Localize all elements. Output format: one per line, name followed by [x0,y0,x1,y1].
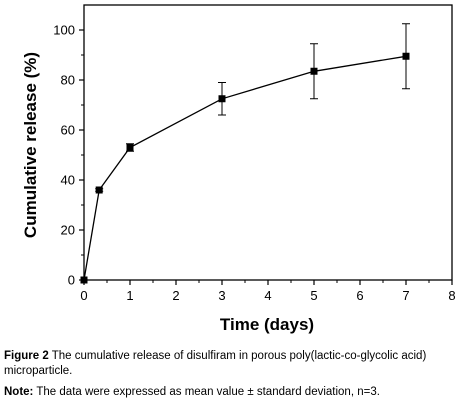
data-point [218,95,226,103]
y-tick-label: 60 [61,123,75,138]
data-point [310,67,318,75]
x-tick-label: 1 [126,288,133,303]
data-point [80,276,88,284]
x-tick-label: 2 [172,288,179,303]
y-tick-label: 40 [61,173,75,188]
release-chart: 0 1 2 3 4 5 6 7 8 0 20 40 60 80 100 Time (days) Cumul… [21,4,456,334]
y-axis-title: Cumulative release (%) [21,52,40,238]
x-tick-label: 4 [264,288,271,303]
note-label: Note: [4,386,34,398]
x-tick-label: 7 [402,288,409,303]
data-point [126,144,134,151]
data-point [402,52,410,60]
x-tick-label: 5 [310,288,317,303]
y-tick-label: 0 [68,273,75,288]
x-tick-label: 0 [80,288,87,303]
x-axis-ticks: 0 1 2 3 4 5 6 7 8 [80,280,456,303]
data-series [80,23,410,284]
data-point [95,186,103,194]
figure-caption-text: The cumulative release of disulfiram in … [4,350,427,377]
x-tick-label: 3 [218,288,225,303]
y-tick-label: 80 [61,73,75,88]
x-axis-title: Time (days) [220,315,314,334]
figure-label: Figure 2 [4,350,49,362]
x-tick-label: 6 [356,288,363,303]
y-tick-label: 20 [61,223,75,238]
x-tick-label: 8 [448,288,455,303]
series-line [83,55,407,281]
y-axis-ticks: 0 20 40 60 80 100 [53,23,84,288]
figure-caption: Figure 2 The cumulative release of disul… [4,349,470,379]
figure-note: Note: The data were expressed as mean va… [4,385,470,400]
note-text: The data were expressed as mean value ± … [36,386,380,398]
y-tick-label: 100 [53,23,75,38]
